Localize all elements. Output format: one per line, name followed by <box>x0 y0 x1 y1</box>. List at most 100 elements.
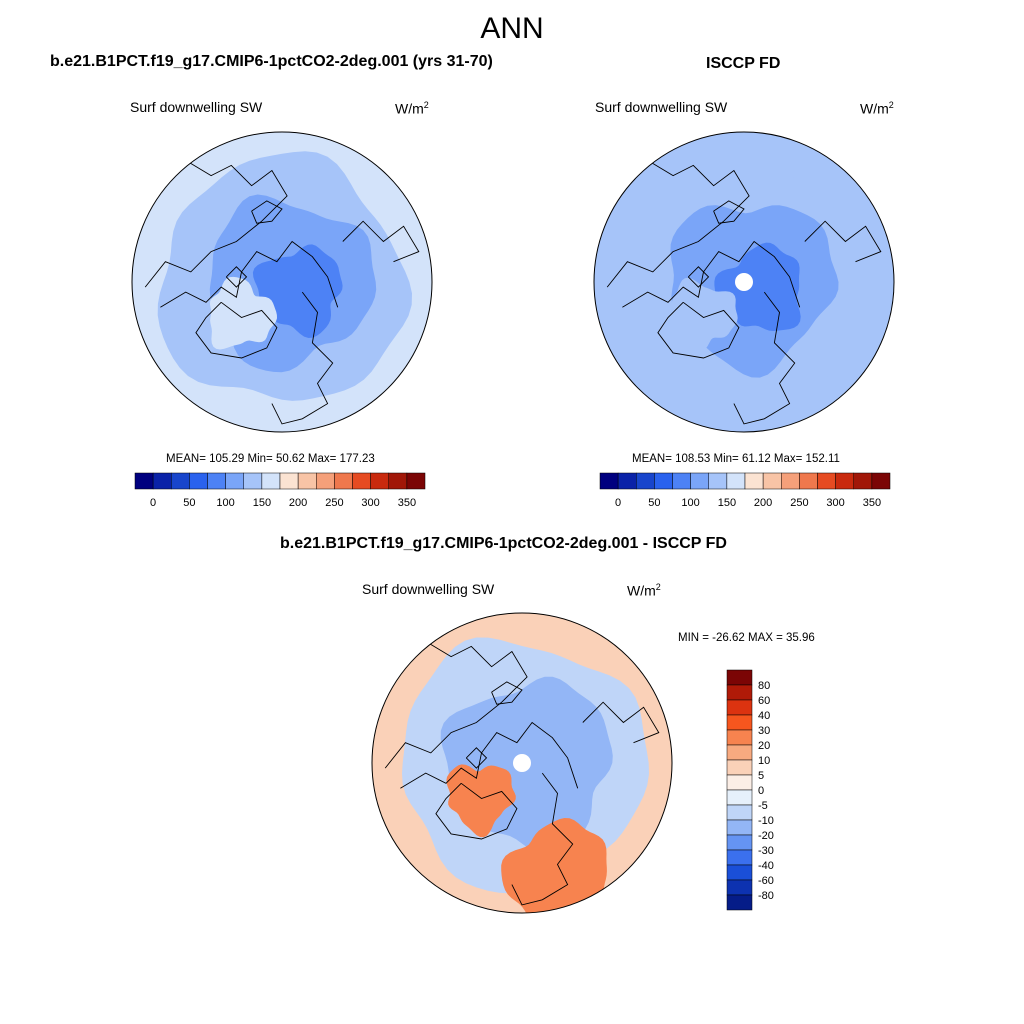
colorbar-box <box>207 472 226 490</box>
colorbar-box <box>726 744 753 761</box>
region-core <box>714 242 801 331</box>
colorbar-tick-label: 5 <box>758 770 764 782</box>
colorbar-tick-label: 20 <box>758 740 770 752</box>
colorbar-diff: 80 60 40 30 20 10 5 0 -5 -10 -20 -30 -40 -60 -80 <box>726 669 774 911</box>
colorbar-box <box>781 472 800 490</box>
coastline <box>491 681 523 705</box>
colorbar-tick-label: 0 <box>758 785 764 797</box>
colorbar-box <box>225 472 245 490</box>
diff-title: b.e21.B1PCT.f19_g17.CMIP6-1pctCO2-2deg.0… <box>280 535 727 552</box>
colorbar-box <box>261 472 281 490</box>
colorbar-tick-label: 200 <box>289 497 307 509</box>
colorbar-tick-label: 50 <box>648 497 660 509</box>
colorbar-box <box>370 472 390 490</box>
colorbar-box <box>636 472 655 490</box>
colorbar-box <box>279 472 299 490</box>
coastline <box>384 641 528 769</box>
colorbar-box <box>726 472 746 490</box>
colorbar-box <box>189 472 208 490</box>
coastline <box>271 291 334 425</box>
coastline <box>144 160 288 288</box>
map-1 <box>593 131 895 433</box>
colorbar-tick-label: 300 <box>361 497 379 509</box>
coastline <box>511 772 574 906</box>
colorbar-box <box>835 472 855 490</box>
colorbar-tick-label: -40 <box>758 860 774 872</box>
colorbar-tick-label: 250 <box>325 497 343 509</box>
coastline <box>465 747 488 769</box>
colorbar-panel2: 0 50 100 150 200 250 300 350 <box>599 472 891 509</box>
map-0 <box>131 131 433 433</box>
colorbar-box <box>817 472 836 490</box>
coastline <box>160 240 339 308</box>
colorbar-box <box>726 789 753 806</box>
map-border <box>593 131 895 433</box>
colorbar-box <box>152 472 172 490</box>
colorbar-box <box>726 714 753 731</box>
map-border <box>371 612 673 914</box>
colorbar-box <box>617 472 637 490</box>
panel1-stats: MEAN= 105.29 Min= 50.62 Max= 177.23 <box>166 453 375 465</box>
colorbar-box <box>853 472 873 490</box>
colorbar-box <box>799 472 818 490</box>
colorbar-box <box>726 894 753 911</box>
colorbar-box <box>406 472 426 490</box>
colorbar-tick-label: 60 <box>758 695 770 707</box>
colorbar-box <box>690 472 710 490</box>
pole-missing <box>513 754 531 772</box>
colorbar-tick-label: 40 <box>758 710 770 722</box>
colorbar-box <box>134 472 154 490</box>
colorbar-panel1: 0 50 100 150 200 250 300 350 <box>134 472 426 509</box>
colorbar-box <box>334 472 353 490</box>
colorbar-box <box>726 804 753 821</box>
map-2 <box>371 612 673 914</box>
colorbar-tick-label: 200 <box>754 497 772 509</box>
colorbar-box <box>352 472 371 490</box>
panel3-variable: Surf downwelling SW <box>362 581 495 597</box>
colorbar-tick-label: -5 <box>758 800 768 812</box>
coastline <box>622 240 801 308</box>
colorbar-box <box>316 472 335 490</box>
colorbar-tick-label: -10 <box>758 815 774 827</box>
colorbar-tick-label: 0 <box>615 497 621 509</box>
figure-title: ANN <box>480 12 544 45</box>
colorbar-box <box>672 472 691 490</box>
colorbar-box <box>762 472 782 490</box>
panel3-units: W/m2 <box>627 582 661 599</box>
coastline <box>606 160 750 288</box>
colorbar-tick-label: 100 <box>681 497 699 509</box>
colorbar-tick-label: -60 <box>758 875 774 887</box>
colorbar-tick-label: 150 <box>253 497 271 509</box>
region-greenland <box>210 276 277 350</box>
panel1-variable: Surf downwelling SW <box>130 99 263 115</box>
colorbar-box <box>243 472 263 490</box>
panel2-units: W/m2 <box>860 100 894 117</box>
coastline <box>687 266 710 288</box>
colorbar-box <box>599 472 619 490</box>
colorbar-tick-label: 300 <box>826 497 844 509</box>
colorbar-tick-label: -80 <box>758 890 774 902</box>
coastline <box>342 220 420 263</box>
colorbar-tick-label: 50 <box>183 497 195 509</box>
region-greenland <box>446 764 516 838</box>
coastline <box>582 701 660 744</box>
colorbar-box <box>726 864 753 881</box>
colorbar-box <box>726 849 753 866</box>
colorbar-tick-label: 10 <box>758 755 770 767</box>
colorbar-box <box>171 472 190 490</box>
pole-missing <box>735 273 753 291</box>
colorbar-box <box>726 819 753 836</box>
region-europe <box>501 818 607 913</box>
coastline <box>733 291 796 425</box>
colorbar-box <box>726 699 753 716</box>
region-greenland <box>670 277 738 353</box>
colorbar-box <box>744 472 764 490</box>
colorbar-tick-label: 30 <box>758 725 770 737</box>
coastline <box>713 200 745 224</box>
colorbar-box <box>726 669 753 686</box>
coastline <box>435 782 518 840</box>
colorbar-box <box>654 472 673 490</box>
colorbar-box <box>726 879 753 896</box>
colorbar-box <box>726 729 753 746</box>
coastline <box>225 266 248 288</box>
